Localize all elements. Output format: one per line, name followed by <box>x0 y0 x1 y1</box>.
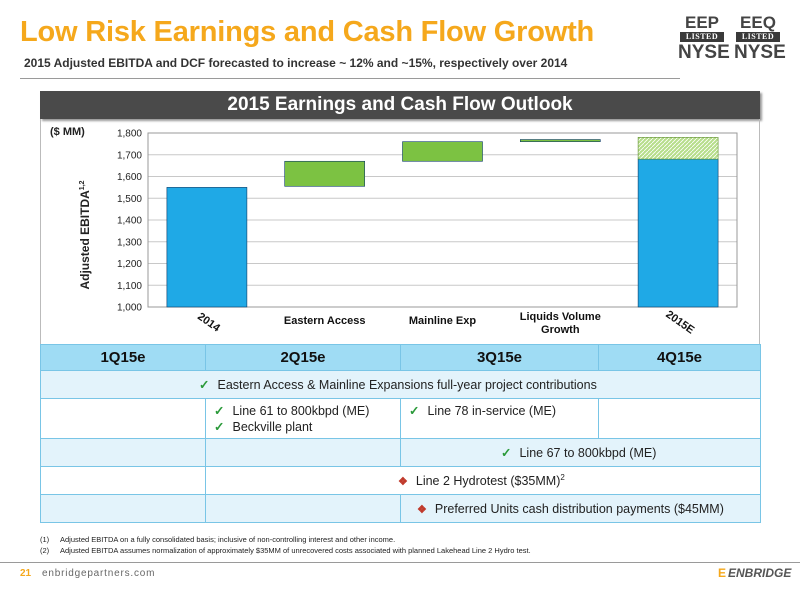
quarter-header: 4Q15e <box>598 344 761 371</box>
y-tick-label: 1,700 <box>117 150 142 161</box>
footer-divider <box>0 562 800 563</box>
y-tick-label: 1,400 <box>117 216 142 227</box>
quarter-header: 3Q15e <box>400 344 599 371</box>
brand-name: ENBRIDGE <box>728 566 792 580</box>
check-icon: ✓ <box>214 403 225 418</box>
milestone-text: Line 67 to 800kbpd (ME) <box>519 446 657 460</box>
page-title: Low Risk Earnings and Cash Flow Growth <box>20 16 595 48</box>
x-tick-label: 2015E <box>663 309 696 337</box>
bar-mainline-exp <box>402 141 483 162</box>
quarter-header: 1Q15e <box>40 344 206 371</box>
y-tick-label: 1,800 <box>117 129 142 140</box>
bar-liquids-volume-growth <box>519 139 601 142</box>
bar-eastern-access <box>284 160 365 187</box>
timeline-row: ❖ Line 2 Hydrotest ($35MM)2 <box>40 466 761 495</box>
timeline-row: ✓ Line 67 to 800kbpd (ME) <box>40 438 761 467</box>
timeline-cell: ❖ Preferred Units cash distribution payme… <box>400 494 761 523</box>
footnote: (2) Adjusted EBITDA assumes normalization… <box>40 545 531 556</box>
timeline-cell <box>40 438 206 467</box>
milestone-text: Line 78 in-service (ME) <box>427 404 556 418</box>
milestone-text: Beckville plant <box>232 419 313 434</box>
timeline-cell: ✓ Line 61 to 800kbpd (ME) ✓ Beckville plan… <box>205 398 401 439</box>
quarter-header: 2Q15e <box>205 344 401 371</box>
chart-unit-label: ($ MM) <box>50 126 85 138</box>
footnote-number: (1) <box>40 535 50 544</box>
logo-band: LISTED <box>736 32 780 42</box>
footnote-ref: 2 <box>560 472 565 482</box>
bar-2015e <box>637 158 719 308</box>
milestone-text: Line 61 to 800kbpd (ME) <box>232 403 370 418</box>
milestone-text: Line 2 Hydrotest ($35MM) <box>415 474 561 489</box>
milestone-text: Preferred Units cash distribution paymen… <box>434 501 724 516</box>
timeline-cell <box>598 398 761 439</box>
timeline-row: ✓ Line 61 to 800kbpd (ME) ✓ Beckville plan… <box>40 398 761 439</box>
x-tick-label: Liquids Volume <box>520 311 601 323</box>
milestone-text: Eastern Access & Mainline Expansions ful… <box>217 378 597 392</box>
timeline-row: ❖ Preferred Units cash distribution payme… <box>40 494 761 523</box>
timeline-cell <box>40 398 206 439</box>
y-axis-label-footnote-ref: 1,2 <box>79 180 86 191</box>
logo-exchange: NYSE <box>734 42 786 63</box>
waterfall-chart: 1,000 1,100 1,200 1,300 1,400 1,500 1,600 1,700… <box>117 129 738 337</box>
eep-nyse-logo: EEP LISTED NYSE <box>678 13 730 63</box>
timeline-cell: ✓ Line 67 to 800kbpd (ME) <box>400 438 761 467</box>
page-subtitle: 2015 Adjusted EBITDA and DCF forecasted … <box>24 56 568 70</box>
footnote-text: Adjusted EBITDA on a fully consolidated … <box>60 535 396 544</box>
timeline-cell: ✓ Eastern Access & Mainline Expansions fu… <box>40 370 761 399</box>
timeline-cell <box>205 438 401 467</box>
y-tick-label: 1,200 <box>117 259 142 270</box>
y-tick-label: 1,500 <box>117 194 142 205</box>
bar-range-band <box>637 137 719 160</box>
y-axis-label-text: Adjusted EBITDA <box>78 190 92 290</box>
x-tick-label: Growth <box>541 324 580 336</box>
check-icon: ✓ <box>501 446 512 460</box>
timeline-cell: ✓ Line 78 in-service (ME) <box>400 398 599 439</box>
footnote: (1) Adjusted EBITDA on a fully consolidat… <box>40 534 531 545</box>
logo-ticker: EEQ <box>740 13 776 32</box>
check-icon: ✓ <box>214 419 225 434</box>
logo-ticker: EEP <box>684 13 720 32</box>
footnote-text: Adjusted EBITDA assumes normalization of… <box>60 546 531 555</box>
y-tick-label: 1,300 <box>117 237 142 248</box>
footnotes: (1) Adjusted EBITDA on a fully consolidat… <box>40 534 531 556</box>
page-number: 21 <box>20 568 32 579</box>
check-icon: ✓ <box>409 404 420 418</box>
diamond-bullet-icon: ❖ <box>398 476 408 489</box>
diamond-bullet-icon: ❖ <box>417 503 427 516</box>
y-tick-label: 1,000 <box>117 303 142 314</box>
timeline-header-row: 1Q15e 2Q15e 3Q15e 4Q15e <box>40 344 761 371</box>
header-divider <box>20 78 680 79</box>
chart-y-axis-label: Adjusted EBITDA1,2 <box>78 160 92 310</box>
timeline-cell <box>40 494 206 523</box>
x-tick-label: 2014 <box>195 311 223 335</box>
x-tick-label: Mainline Exp <box>409 315 477 327</box>
brand-mark-icon: E <box>718 566 727 580</box>
footnote-number: (2) <box>40 546 50 555</box>
timeline-row: ✓ Eastern Access & Mainline Expansions fu… <box>40 370 761 399</box>
plot-area-border <box>147 132 738 308</box>
timeline-cell <box>205 494 401 523</box>
panel-title: 2015 Earnings and Cash Flow Outlook <box>40 91 760 119</box>
website-link[interactable]: enbridgepartners.com <box>42 568 156 579</box>
bar-2014 <box>166 187 248 308</box>
logo-band: LISTED <box>680 32 724 42</box>
y-tick-label: 1,600 <box>117 172 142 183</box>
enbridge-logo: E ENBRIDGE <box>718 566 791 580</box>
quarterly-timeline-table: 1Q15e 2Q15e 3Q15e 4Q15e ✓ Eastern Access … <box>40 344 761 523</box>
chart-panel <box>40 119 760 344</box>
x-tick-label: Eastern Access <box>284 315 366 327</box>
y-tick-label: 1,100 <box>117 281 142 292</box>
check-icon: ✓ <box>199 378 210 392</box>
timeline-cell: ❖ Line 2 Hydrotest ($35MM)2 <box>205 466 761 495</box>
eeq-nyse-logo: EEQ LISTED NYSE <box>734 13 786 63</box>
logo-exchange: NYSE <box>678 42 730 63</box>
timeline-cell <box>40 466 206 495</box>
